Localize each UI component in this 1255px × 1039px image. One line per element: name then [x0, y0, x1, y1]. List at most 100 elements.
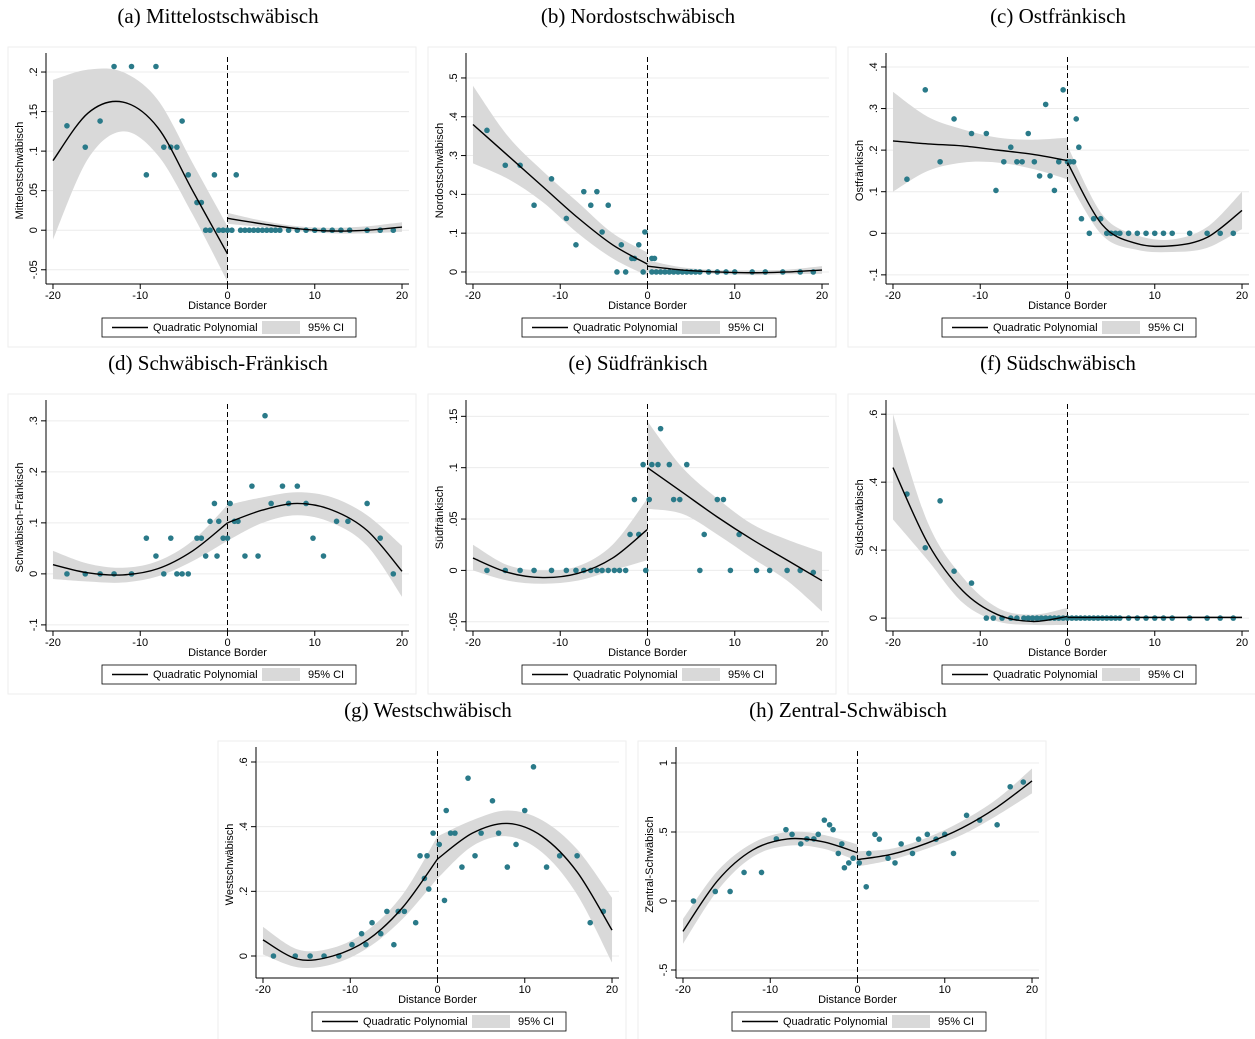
fit-line: [1066, 162, 1243, 248]
y-tick-label: .1: [448, 463, 460, 472]
data-point: [653, 269, 660, 275]
x-tick-label: -20: [885, 637, 901, 649]
x-axis-label: Distance Border: [1028, 647, 1107, 659]
y-tick-label: 0: [238, 953, 250, 959]
y-tick-label: .2: [868, 146, 880, 155]
data-point: [937, 498, 943, 504]
data-point: [211, 172, 218, 178]
data-point: [1007, 144, 1014, 151]
data-point: [838, 841, 845, 847]
x-tick-label: 20: [396, 290, 408, 302]
data-point: [472, 852, 478, 859]
data-point: [758, 869, 765, 876]
data-point: [826, 822, 833, 828]
data-point: [651, 255, 658, 262]
data-point: [377, 535, 384, 541]
data-point: [227, 500, 233, 507]
x-tick-label: 20: [816, 637, 828, 649]
y-tick-label: .5: [448, 73, 460, 82]
data-point: [412, 919, 419, 926]
data-point: [207, 227, 213, 234]
panel-frame: [427, 46, 837, 348]
data-point: [447, 830, 454, 836]
data-point: [885, 855, 891, 862]
data-point: [676, 496, 683, 503]
data-point: [815, 831, 822, 838]
data-point: [384, 908, 390, 915]
data-point: [1051, 187, 1058, 194]
y-tick-label: 0: [868, 615, 880, 621]
data-point: [495, 830, 502, 836]
x-tick-label: -10: [972, 290, 988, 302]
data-point: [285, 227, 292, 234]
data-point: [441, 897, 448, 904]
x-tick-label: 0: [224, 637, 230, 649]
y-tick-label: .1: [868, 187, 880, 196]
y-tick-label: .3: [448, 151, 460, 160]
legend-label: Quadratic Polynomial: [573, 669, 678, 681]
data-point: [198, 535, 205, 541]
x-tick-label: -10: [132, 290, 148, 302]
data-point: [277, 227, 283, 234]
data-point: [64, 571, 70, 577]
data-point: [1125, 230, 1132, 237]
data-point: [922, 87, 929, 93]
panel-title: (e) Südfränkisch: [568, 351, 708, 375]
panel: (h) Zentral-Schwäbisch -.5 0 .5 1 -20 -10 0 10 20…: [637, 698, 1047, 1039]
y-axis-label: Ostfränkisch: [854, 140, 866, 201]
x-tick-label: -10: [552, 290, 568, 302]
x-axis-label: Distance Border: [1028, 300, 1107, 312]
data-point: [655, 461, 661, 468]
data-point: [97, 118, 103, 124]
data-point: [701, 531, 708, 538]
x-tick-label: -20: [255, 984, 271, 996]
x-tick-label: -10: [132, 637, 148, 649]
y-tick-label: .6: [868, 410, 880, 419]
x-axis-label: Distance Border: [188, 300, 267, 312]
x-tick-label: -10: [342, 984, 358, 996]
x-tick-label: 0: [224, 290, 230, 302]
data-point: [179, 571, 185, 577]
x-tick-label: 10: [1149, 290, 1161, 302]
legend-label: 95% CI: [1148, 322, 1184, 334]
data-point: [835, 850, 842, 857]
legend-swatch: [682, 668, 720, 681]
data-point: [521, 807, 528, 814]
data-point: [821, 817, 828, 823]
data-point: [968, 130, 975, 137]
data-point: [1070, 158, 1077, 165]
y-axis-label: Südfränkisch: [434, 486, 446, 550]
data-point: [1204, 230, 1210, 237]
data-point: [587, 919, 594, 926]
data-point: [1117, 230, 1123, 237]
data-point: [683, 461, 690, 468]
panel-title: (c) Ostfränkisch: [990, 4, 1126, 28]
data-point: [143, 535, 150, 541]
data-point: [563, 567, 570, 574]
y-tick-label: .4: [868, 478, 880, 487]
data-point: [622, 567, 629, 574]
data-point: [611, 567, 618, 574]
legend-label: 95% CI: [728, 669, 764, 681]
ci-band: [52, 505, 228, 583]
data-point: [963, 812, 970, 819]
data-point: [1217, 230, 1224, 237]
data-point: [789, 831, 795, 838]
y-tick-label: .5: [658, 827, 670, 836]
ci-band: [472, 85, 648, 276]
x-axis-label: Distance Border: [398, 994, 477, 1006]
y-tick-label: 0: [28, 227, 40, 233]
data-point: [436, 841, 443, 848]
data-point: [262, 412, 268, 419]
y-tick-label: 0: [448, 269, 460, 275]
legend-label: 95% CI: [1148, 669, 1184, 681]
data-point: [876, 836, 883, 842]
data-point: [810, 569, 817, 576]
data-point: [581, 188, 587, 195]
data-point: [950, 850, 957, 857]
fit-line: [682, 837, 858, 932]
x-axis-label: Distance Border: [608, 647, 687, 659]
y-axis-label: Nordostschwäbisch: [434, 123, 446, 218]
data-point: [587, 202, 594, 209]
data-point: [1021, 615, 1027, 621]
